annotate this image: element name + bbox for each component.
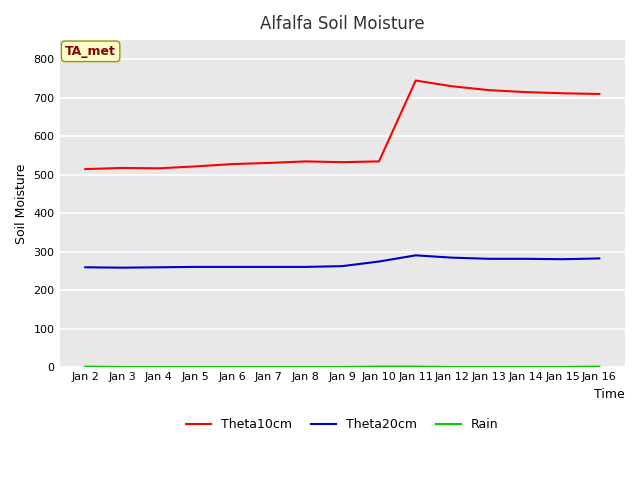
- Theta20cm: [412, 252, 420, 258]
- Theta10cm: [228, 161, 236, 167]
- Rain: [228, 364, 236, 370]
- Theta10cm: [301, 158, 309, 164]
- Rain: [81, 364, 89, 370]
- Rain: [339, 364, 346, 370]
- Theta10cm: [265, 160, 273, 166]
- Theta10cm: [595, 91, 603, 97]
- Rain: [191, 364, 199, 370]
- Rain: [595, 364, 603, 370]
- Y-axis label: Soil Moisture: Soil Moisture: [15, 164, 28, 244]
- Theta20cm: [228, 264, 236, 270]
- X-axis label: Time: Time: [595, 388, 625, 401]
- Theta20cm: [265, 264, 273, 270]
- Rain: [449, 364, 456, 370]
- Theta20cm: [339, 263, 346, 269]
- Theta20cm: [522, 256, 530, 262]
- Text: TA_met: TA_met: [65, 45, 116, 58]
- Theta20cm: [449, 255, 456, 261]
- Theta20cm: [485, 256, 493, 262]
- Theta20cm: [155, 264, 163, 270]
- Theta20cm: [301, 264, 309, 270]
- Theta20cm: [595, 255, 603, 261]
- Theta10cm: [191, 164, 199, 169]
- Rain: [118, 364, 126, 370]
- Rain: [559, 364, 566, 370]
- Theta20cm: [118, 265, 126, 271]
- Theta20cm: [559, 256, 566, 262]
- Theta10cm: [155, 166, 163, 171]
- Rain: [155, 364, 163, 370]
- Theta10cm: [559, 90, 566, 96]
- Theta10cm: [118, 165, 126, 171]
- Theta20cm: [191, 264, 199, 270]
- Rain: [522, 364, 530, 370]
- Theta10cm: [485, 87, 493, 93]
- Theta10cm: [375, 158, 383, 164]
- Rain: [301, 364, 309, 370]
- Theta10cm: [522, 89, 530, 95]
- Rain: [265, 364, 273, 370]
- Line: Theta20cm: Theta20cm: [85, 255, 599, 268]
- Theta10cm: [339, 159, 346, 165]
- Title: Alfalfa Soil Moisture: Alfalfa Soil Moisture: [260, 15, 424, 33]
- Rain: [412, 364, 420, 370]
- Theta10cm: [81, 166, 89, 172]
- Line: Theta10cm: Theta10cm: [85, 81, 599, 169]
- Legend: Theta10cm, Theta20cm, Rain: Theta10cm, Theta20cm, Rain: [181, 413, 503, 436]
- Theta20cm: [375, 259, 383, 264]
- Theta10cm: [449, 84, 456, 89]
- Theta20cm: [81, 264, 89, 270]
- Theta10cm: [412, 78, 420, 84]
- Rain: [485, 364, 493, 370]
- Rain: [375, 364, 383, 370]
